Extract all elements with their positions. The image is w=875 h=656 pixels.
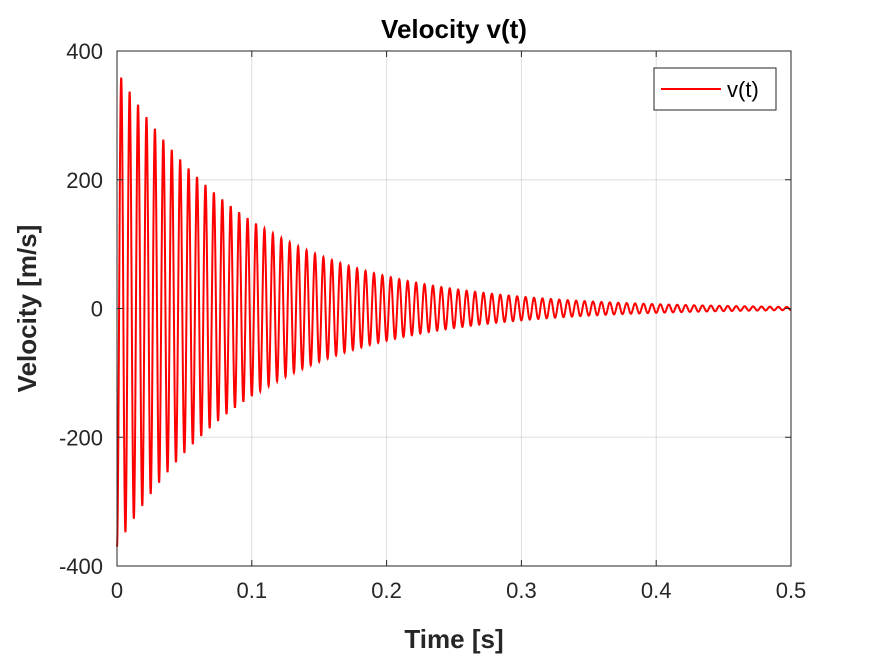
legend: v(t) — [653, 67, 777, 111]
x-tick-label: 0.2 — [371, 578, 402, 603]
y-tick-label: 0 — [91, 297, 103, 322]
x-tick-label: 0.4 — [641, 578, 672, 603]
legend-label-v-t: v(t) — [727, 77, 759, 102]
x-tick-label: 0.3 — [506, 578, 537, 603]
y-tick-label: 200 — [66, 168, 103, 193]
ticks: 0 0.1 0.2 0.3 0.4 0.5 -400 -200 0 200 400 — [59, 39, 806, 603]
x-axis-label: Time [s] — [404, 624, 503, 654]
x-tick-label: 0.1 — [237, 578, 268, 603]
y-tick-label: 400 — [66, 39, 103, 64]
x-tick-label: 0.5 — [776, 578, 807, 603]
x-tick-label: 0 — [111, 578, 123, 603]
chart-title: Velocity v(t) — [381, 14, 527, 44]
y-tick-label: -200 — [59, 425, 103, 450]
y-axis-label: Velocity [m/s] — [12, 225, 42, 393]
y-tick-label: -400 — [59, 554, 103, 579]
series-layer — [116, 77, 792, 547]
series-line-v-t — [116, 77, 792, 547]
